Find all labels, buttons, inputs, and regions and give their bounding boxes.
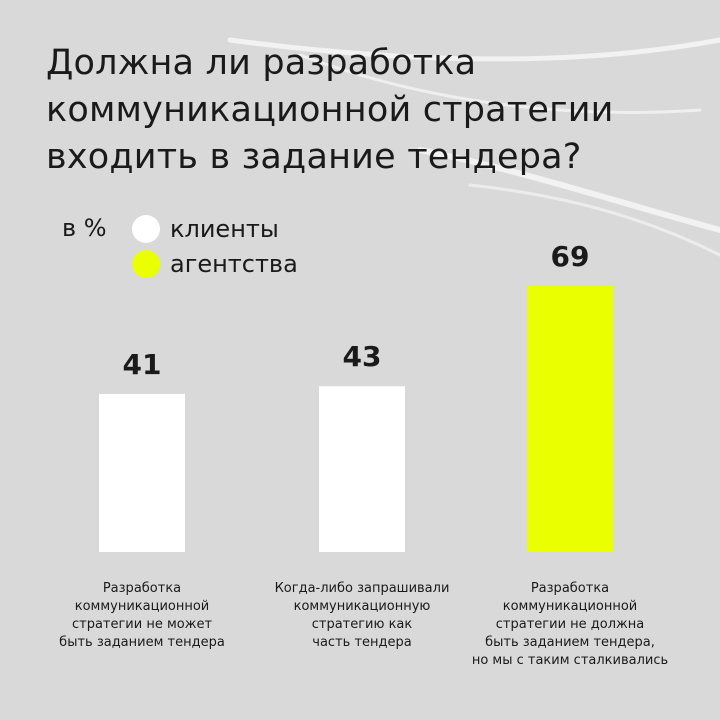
data-label-2: 43: [343, 340, 382, 373]
data-label-1: 41: [123, 348, 162, 381]
title-line: Должна ли разработка: [46, 43, 477, 83]
category-label-line: стратегии не должна: [495, 617, 645, 632]
legend-label-agencies: агентства: [170, 250, 298, 278]
unit-label: в %: [62, 214, 107, 242]
title-line: коммуникационной стратегии: [46, 90, 614, 130]
category-label-line: часть тендера: [312, 635, 412, 650]
category-label-1: Разработка коммуникационной стратегии не м…: [42, 580, 242, 652]
category-label-line: стратегию как: [311, 617, 413, 632]
legend-label-clients: клиенты: [170, 215, 279, 243]
category-label-line: быть заданием тендера,: [485, 635, 655, 650]
data-label-3: 69: [551, 240, 590, 273]
category-label-line: коммуникационной: [74, 599, 210, 614]
category-label-line: Разработка: [530, 581, 610, 596]
legend-item-agencies: агентства: [132, 250, 298, 278]
category-label-line: коммуникационной: [502, 599, 638, 614]
category-label-line: Когда-либо запрашивали: [274, 581, 450, 596]
category-label-line: Разработка: [102, 581, 182, 596]
bar-2: [319, 386, 405, 552]
bar-1: [99, 393, 185, 552]
bar-3: [527, 286, 613, 552]
legend-swatch-clients: [132, 215, 160, 243]
legend-item-clients: клиенты: [132, 215, 279, 243]
category-label-line: коммуникационную: [293, 599, 431, 614]
title-line: входить в задание тендера?: [46, 137, 582, 177]
category-label-line: быть заданием тендера: [59, 635, 225, 650]
chart-title: Должна ли разработка коммуникационной ст…: [46, 40, 686, 181]
legend-swatch-agencies: [132, 250, 160, 278]
category-label-line: стратегии не может: [71, 617, 213, 632]
category-label-line: но мы с таким сталкивались: [471, 653, 669, 668]
category-label-2: Когда-либо запрашивали коммуникационную ст…: [262, 580, 462, 652]
category-label-3: Разработка коммуникационной стратегии не д…: [470, 580, 670, 670]
